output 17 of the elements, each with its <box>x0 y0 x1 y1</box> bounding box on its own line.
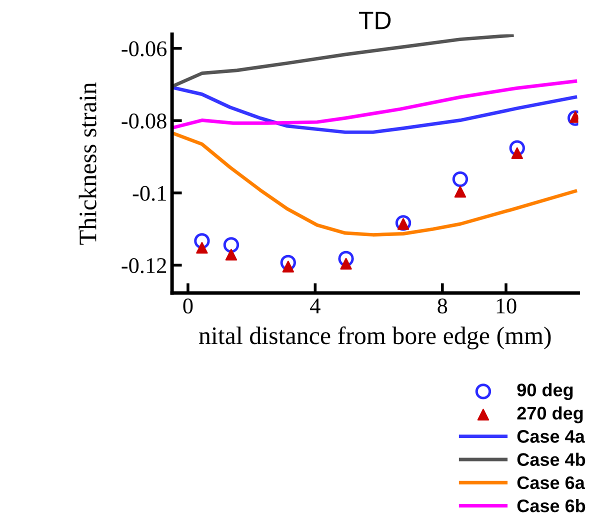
x-tick-label: 10 <box>496 298 516 314</box>
legend-label: 90 deg <box>517 383 573 400</box>
x-tick-label: 4 <box>310 298 320 314</box>
legend-label: Case 4a <box>517 430 586 443</box>
y-tick-label: -0.12 <box>122 258 166 274</box>
y-tick-label: -0.1 <box>132 186 166 201</box>
legend-label: Case 6a <box>517 476 586 490</box>
x-tick-label: 8 <box>438 298 448 314</box>
y-tick-label: -0.06 <box>122 41 167 56</box>
legend-label: 270 deg <box>517 406 583 424</box>
y-tick-label: -0.08 <box>122 114 166 129</box>
y-axis-title: Thickness strain <box>78 82 96 245</box>
legend-label: Case 4b <box>517 452 586 466</box>
legend-label: Case 6b <box>517 499 586 512</box>
x-axis-title: nital distance from bore edge (mm) <box>199 326 551 350</box>
x-tick-label: 0 <box>183 298 193 314</box>
chart-title: TD <box>359 12 391 30</box>
